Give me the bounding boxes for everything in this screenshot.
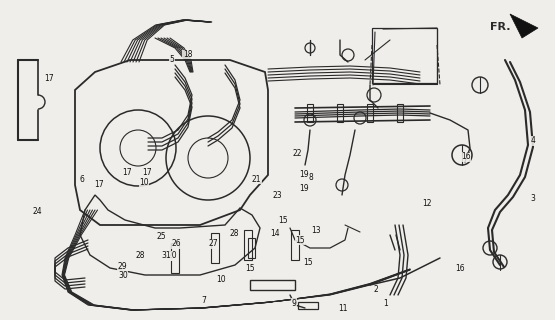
Text: 21: 21 xyxy=(251,175,261,184)
Text: FR.: FR. xyxy=(490,22,511,32)
Text: 16: 16 xyxy=(455,264,465,273)
Bar xyxy=(248,238,255,258)
Text: 1: 1 xyxy=(384,299,388,308)
Bar xyxy=(250,280,295,290)
Text: 27: 27 xyxy=(209,239,219,248)
Text: 23: 23 xyxy=(273,191,282,200)
Text: 7: 7 xyxy=(202,296,206,305)
Text: 16: 16 xyxy=(461,152,471,161)
Text: 10: 10 xyxy=(216,276,226,284)
Text: 17: 17 xyxy=(44,74,54,83)
Bar xyxy=(291,230,299,260)
Text: 19: 19 xyxy=(299,184,309,193)
Bar xyxy=(171,243,179,273)
Text: 24: 24 xyxy=(33,207,43,216)
Bar xyxy=(307,104,313,122)
Text: 22: 22 xyxy=(292,149,302,158)
Text: 17: 17 xyxy=(142,168,152,177)
Text: 15: 15 xyxy=(245,264,255,273)
Text: 11: 11 xyxy=(338,304,348,313)
Bar xyxy=(244,230,252,260)
Text: 9: 9 xyxy=(292,299,296,308)
Text: 29: 29 xyxy=(117,262,127,271)
Bar xyxy=(298,302,318,309)
Text: 26: 26 xyxy=(171,239,181,248)
Bar xyxy=(211,233,219,263)
Polygon shape xyxy=(510,14,538,38)
Text: 19: 19 xyxy=(299,170,309,179)
Text: 18: 18 xyxy=(183,50,193,59)
Text: 28: 28 xyxy=(135,252,145,260)
Bar xyxy=(337,104,343,122)
Text: 17: 17 xyxy=(122,168,132,177)
Text: 13: 13 xyxy=(311,226,321,235)
Text: 20: 20 xyxy=(167,252,177,260)
Text: 2: 2 xyxy=(374,285,379,294)
Text: 12: 12 xyxy=(422,199,432,208)
Text: 28: 28 xyxy=(229,229,239,238)
Text: 5: 5 xyxy=(170,55,174,64)
Text: 15: 15 xyxy=(303,258,313,267)
Text: 15: 15 xyxy=(278,216,288,225)
Bar xyxy=(372,28,437,83)
Text: 10: 10 xyxy=(139,178,149,187)
Text: 14: 14 xyxy=(270,229,280,238)
Text: 25: 25 xyxy=(156,232,166,241)
Bar xyxy=(367,104,373,122)
Text: 31: 31 xyxy=(162,252,171,260)
Text: 17: 17 xyxy=(94,180,104,188)
Text: 4: 4 xyxy=(531,136,535,145)
Text: 30: 30 xyxy=(118,271,128,280)
Text: 15: 15 xyxy=(295,236,305,244)
Text: 6: 6 xyxy=(80,175,84,184)
Text: 8: 8 xyxy=(309,173,313,182)
Bar xyxy=(397,104,403,122)
Text: 3: 3 xyxy=(531,194,535,203)
